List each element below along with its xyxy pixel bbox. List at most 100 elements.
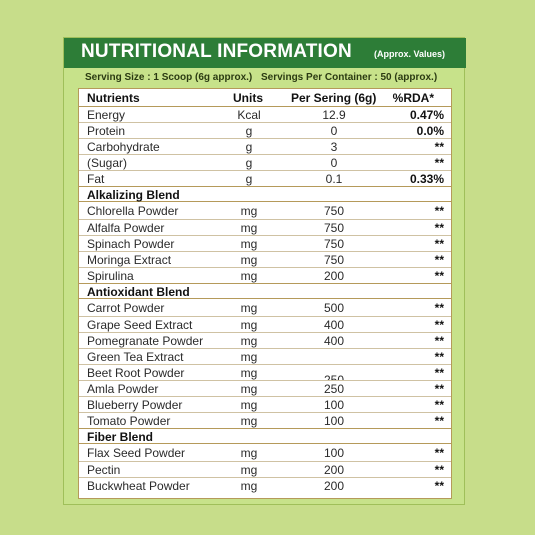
- table-row: Blueberry Powder mg 100 **: [79, 396, 451, 412]
- nutrient-unit: mg: [240, 382, 258, 396]
- nutrient-unit: mg: [240, 334, 258, 348]
- nutrient-unit: mg: [240, 301, 258, 315]
- table-row: Grape Seed Extract mg 400 **: [79, 316, 451, 332]
- nutrient-value: 250: [305, 366, 363, 380]
- table-row: Alfalfa Powder mg 750 **: [79, 219, 451, 235]
- nutrient-name: Spinach Powder: [87, 237, 175, 251]
- table-row: Pomegranate Powder mg 400 **: [79, 332, 451, 348]
- nutrient-unit: mg: [240, 463, 258, 477]
- serving-size: Serving Size : 1 Scoop (6g approx.): [85, 72, 253, 83]
- servings-per-container: Servings Per Container : 50 (approx.): [261, 72, 438, 83]
- serving-info: Serving Size : 1 Scoop (6g approx.) Serv…: [64, 71, 466, 87]
- table-row: (Sugar) g 0 **: [79, 154, 451, 170]
- nutrient-value: 100: [323, 398, 345, 412]
- nutrient-name: Pomegranate Powder: [87, 334, 204, 348]
- col-per-serving: Per Sering (6g): [291, 91, 377, 105]
- approx-values-note: (Approx. Values): [374, 49, 446, 59]
- nutrient-rda: **: [434, 221, 444, 235]
- nutrition-table: Nutrients Units Per Sering (6g) %RDA* En…: [78, 88, 452, 499]
- nutrient-name: Spirulina: [87, 269, 134, 283]
- nutrient-name: Pectin: [87, 463, 121, 477]
- nutrient-unit: g: [245, 140, 253, 154]
- nutrient-unit: Kcal: [237, 108, 261, 122]
- table-row: Flax Seed Powder mg 100 **: [79, 445, 451, 461]
- section-title: Fiber Blend: [87, 430, 154, 444]
- nutrient-rda: **: [434, 318, 444, 332]
- nutrient-unit: mg: [240, 253, 258, 267]
- nutrient-rda: **: [434, 156, 444, 170]
- table-row: Buckwheat Powder mg 200 **: [79, 477, 451, 493]
- nutrient-rda: **: [434, 479, 444, 493]
- nutrient-rda: **: [434, 301, 444, 315]
- nutrient-value: 200: [323, 269, 345, 283]
- nutrient-value: 200: [323, 479, 345, 493]
- nutrient-value: 100: [323, 446, 345, 460]
- table-row: Pectin mg 200 **: [79, 461, 451, 477]
- table-row: Beet Root Powder mg 250 **: [79, 364, 451, 380]
- table-row: Fat g 0.1 0.33%: [79, 170, 451, 186]
- col-rda: %RDA*: [392, 91, 434, 105]
- nutrient-rda: **: [434, 334, 444, 348]
- nutrient-rda: **: [434, 446, 444, 460]
- nutrient-name: Blueberry Powder: [87, 398, 183, 412]
- table-row: Carrot Powder mg 500 **: [79, 300, 451, 316]
- nutrient-rda: **: [434, 350, 444, 364]
- table-row: Spirulina mg 200 **: [79, 267, 451, 283]
- nutrient-name: Grape Seed Extract: [87, 318, 193, 332]
- nutrition-header: NUTRITIONAL INFORMATION (Approx. Values): [64, 38, 466, 68]
- nutrient-name: Amla Powder: [87, 382, 159, 396]
- nutrient-unit: mg: [240, 350, 258, 364]
- table-header-row: Nutrients Units Per Sering (6g) %RDA*: [79, 90, 451, 106]
- nutrient-value: 750: [323, 253, 345, 267]
- nutrient-name: Buckwheat Powder: [87, 479, 190, 493]
- nutrient-name: Protein: [87, 124, 126, 138]
- nutrient-rda: **: [434, 269, 444, 283]
- section-fiber-blend: Fiber Blend: [79, 428, 451, 445]
- table-row: Carbohydrate g 3 **: [79, 138, 451, 154]
- nutrient-value: 0: [330, 156, 338, 170]
- nutrient-rda: 0.47%: [409, 108, 444, 122]
- nutrient-unit: mg: [240, 318, 258, 332]
- nutrient-unit: g: [245, 172, 253, 186]
- nutrient-rda: 0.33%: [409, 172, 444, 186]
- nutrient-unit: mg: [240, 237, 258, 251]
- nutrient-name: Carbohydrate: [87, 140, 160, 154]
- nutrient-rda: **: [434, 463, 444, 477]
- nutrient-unit: mg: [240, 414, 258, 428]
- nutrient-rda: **: [434, 382, 444, 396]
- nutrient-value: 750: [323, 237, 345, 251]
- nutrient-value: 750: [323, 221, 345, 235]
- nutrition-title: NUTRITIONAL INFORMATION: [81, 41, 352, 62]
- nutrient-name: (Sugar): [87, 156, 128, 170]
- nutrient-rda: **: [434, 414, 444, 428]
- nutrient-name: Flax Seed Powder: [87, 446, 186, 460]
- nutrient-name: Moringa Extract: [87, 253, 172, 267]
- nutrient-rda: 0.0%: [416, 124, 444, 138]
- nutrient-name: Chlorella Powder: [87, 204, 179, 218]
- table-row: Tomato Powder mg 100 **: [79, 412, 451, 428]
- nutrient-unit: g: [245, 124, 253, 138]
- nutrient-rda: **: [434, 253, 444, 267]
- nutrient-value: 400: [323, 334, 345, 348]
- nutrient-value: 750: [323, 204, 345, 218]
- nutrient-value: 0.1: [325, 172, 343, 186]
- nutrient-rda: **: [434, 366, 444, 380]
- nutrient-name: Alfalfa Powder: [87, 221, 165, 235]
- nutrient-name: Fat: [87, 172, 105, 186]
- nutrient-unit: mg: [240, 479, 258, 493]
- nutrient-unit: mg: [240, 398, 258, 412]
- nutrient-name: Energy: [87, 108, 126, 122]
- nutrient-rda: **: [434, 237, 444, 251]
- col-units: Units: [233, 91, 263, 105]
- nutrient-rda: **: [434, 398, 444, 412]
- nutrient-value: 0: [330, 124, 338, 138]
- table-row: Protein g 0 0.0%: [79, 122, 451, 138]
- nutrient-value: 200: [323, 463, 345, 477]
- col-nutrients: Nutrients: [87, 91, 140, 105]
- nutrient-name: Beet Root Powder: [87, 366, 185, 380]
- cropped-value: 250: [323, 373, 345, 380]
- nutrient-value: 100: [323, 414, 345, 428]
- nutrient-unit: mg: [240, 366, 258, 380]
- section-title: Alkalizing Blend: [87, 188, 180, 202]
- nutrient-unit: mg: [240, 221, 258, 235]
